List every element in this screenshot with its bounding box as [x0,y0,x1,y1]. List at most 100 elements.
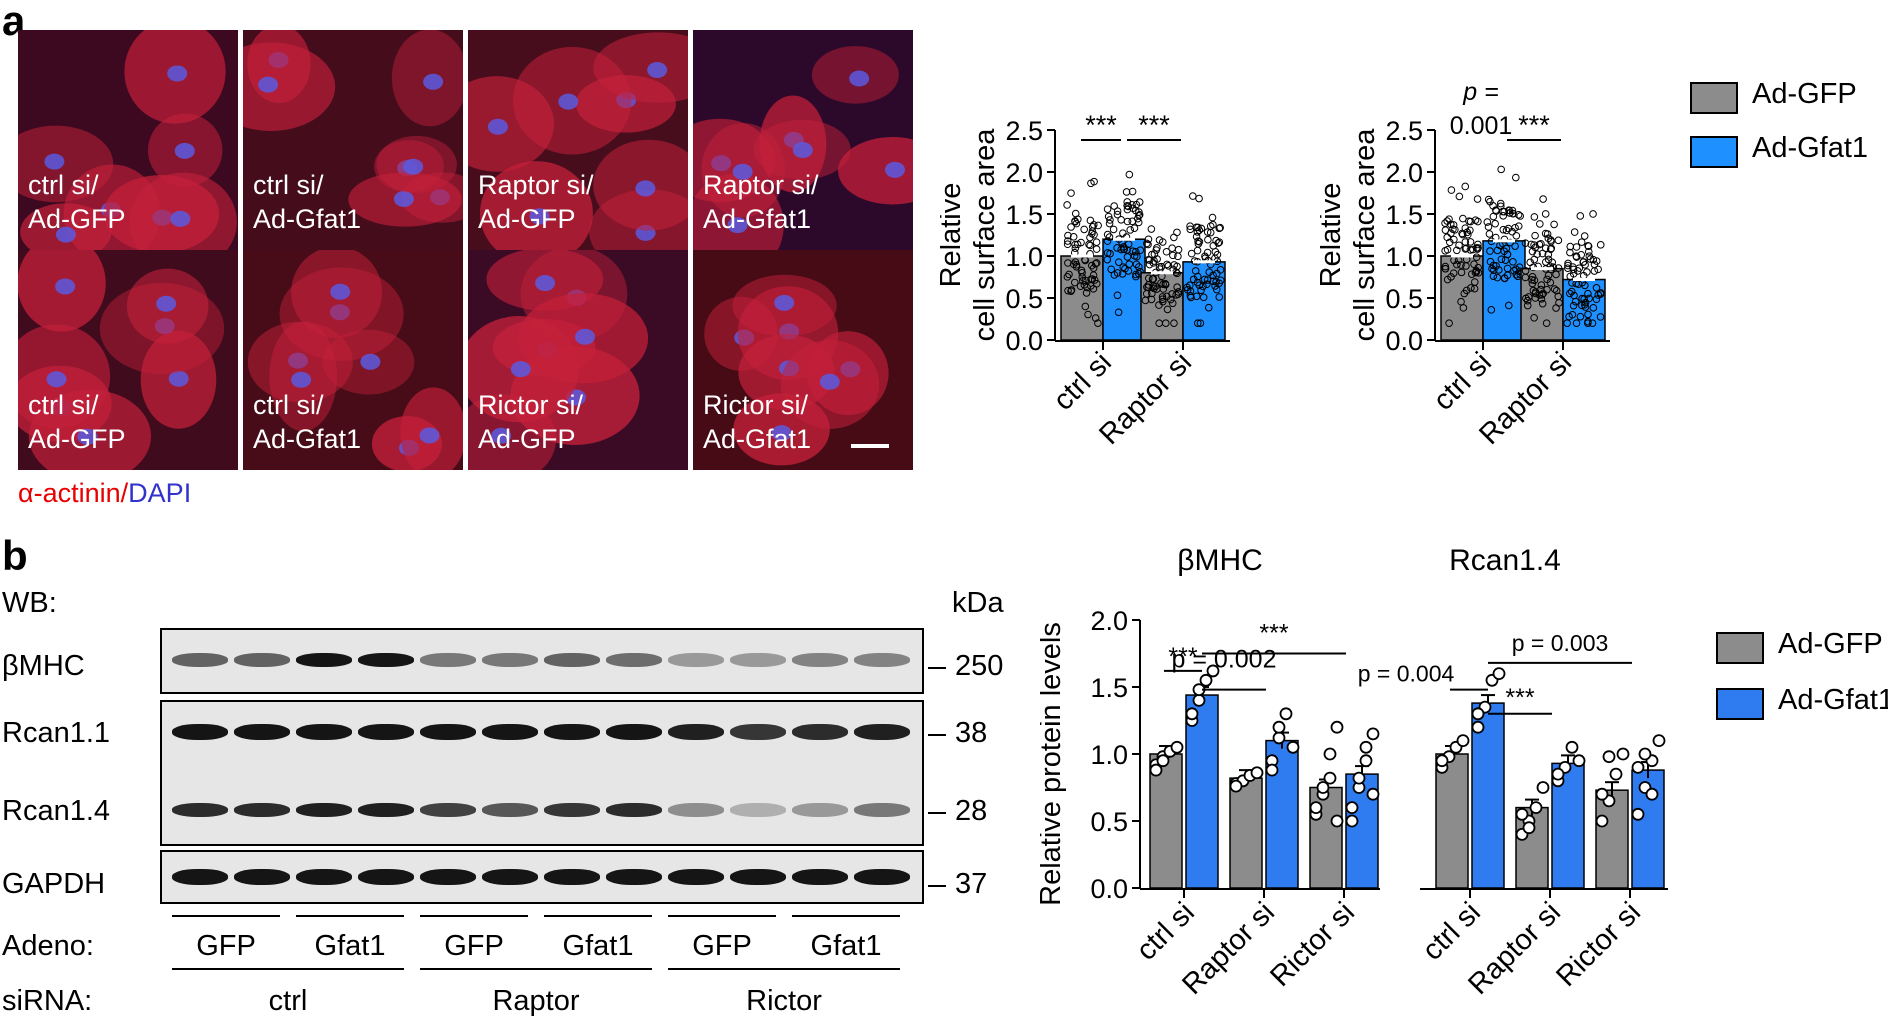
data-point [1563,264,1572,272]
data-point [1469,245,1477,254]
data-point [1572,243,1581,251]
band [544,653,600,667]
data-point [1077,266,1086,275]
data-point [1483,218,1492,226]
data-point [1441,262,1450,271]
data-point [1567,287,1576,296]
data-point [1080,281,1089,289]
x-tick-label: Rictor si [1550,896,1647,993]
data-point [1503,250,1512,259]
data-point [1543,275,1551,284]
data-point [1499,225,1508,234]
band [730,653,786,667]
data-point [1200,275,1209,284]
data-point [1473,245,1482,253]
band [234,724,290,740]
data-point [1170,319,1178,328]
sirna-group-line [668,968,900,970]
y-tick-label: 2.5 [1385,116,1423,146]
data-point [1589,255,1598,264]
data-point [1453,260,1461,269]
data-point [1537,281,1546,289]
data-point [1459,230,1467,239]
data-point [1554,264,1563,272]
data-point [1067,286,1076,294]
data-point [1491,219,1499,228]
data-point [1156,754,1170,768]
band [358,869,414,885]
data-point [1316,781,1330,794]
data-point [1488,264,1496,273]
data-point [1489,212,1498,221]
adeno-group-label: Gfat1 [810,930,882,962]
data-point [1229,779,1243,793]
stain-slash: / [120,478,129,508]
data-point [1129,247,1137,255]
y-tick-label: 2.0 [1385,158,1423,188]
data-point [1514,211,1523,219]
data-point [1132,260,1141,269]
data-point [1577,238,1586,246]
data-point [1467,284,1475,292]
data-point [1173,269,1181,278]
data-point [1142,239,1151,248]
sirna-group-label: Raptor [492,985,580,1017]
data-point [1470,278,1479,286]
data-point [1286,740,1300,754]
data-point [1128,187,1137,196]
data-point [1588,319,1597,328]
data-point [1132,270,1140,279]
data-point [1550,285,1559,293]
data-point [1216,266,1225,274]
data-point [1195,226,1204,234]
data-point [1474,240,1482,249]
data-point [1067,223,1075,231]
data-point [1366,787,1380,801]
data-point [1463,228,1472,237]
data-point [1580,295,1588,303]
data-point [1119,229,1127,237]
bar [1185,694,1219,889]
chart-title: βMHC [1177,544,1263,577]
data-point [1497,255,1506,264]
data-point [1077,238,1085,247]
data-point [1148,289,1156,298]
data-point [1458,229,1466,238]
data-point [1457,261,1465,269]
data-point [1576,312,1585,321]
data-point [1119,245,1128,254]
data-point [1131,247,1140,256]
data-point [1502,226,1511,235]
data-point [1187,293,1195,302]
data-point [1067,189,1075,197]
data-point [1092,238,1101,246]
data-point [1505,209,1514,217]
band [172,803,228,817]
data-point [1521,267,1530,275]
blot-label: Rcan1.1 [2,717,111,749]
data-point [1103,230,1112,239]
micrograph-8: Rictor si/ Ad-Gfat1 [693,250,913,470]
data-point [1503,271,1512,280]
band [854,724,910,740]
data-point [1169,265,1178,274]
data-point [1126,226,1135,234]
data-point [1554,236,1563,245]
bar [1471,702,1505,889]
micrograph-1: ctrl si/ Ad-GFP [18,30,238,250]
data-point [1543,230,1552,238]
data-point [1616,747,1630,761]
y-tick-label: 0.0 [1385,326,1423,356]
blot-label: βMHC [2,650,85,682]
data-point [1212,285,1221,294]
data-point [1550,220,1558,229]
data-point [1063,273,1072,281]
data-point [1105,233,1114,241]
data-point [1345,814,1359,828]
data-point [1155,263,1164,271]
data-point [1197,286,1205,295]
data-point [1103,205,1112,213]
data-point [1449,221,1458,229]
band [730,869,786,885]
data-point [1516,212,1525,220]
